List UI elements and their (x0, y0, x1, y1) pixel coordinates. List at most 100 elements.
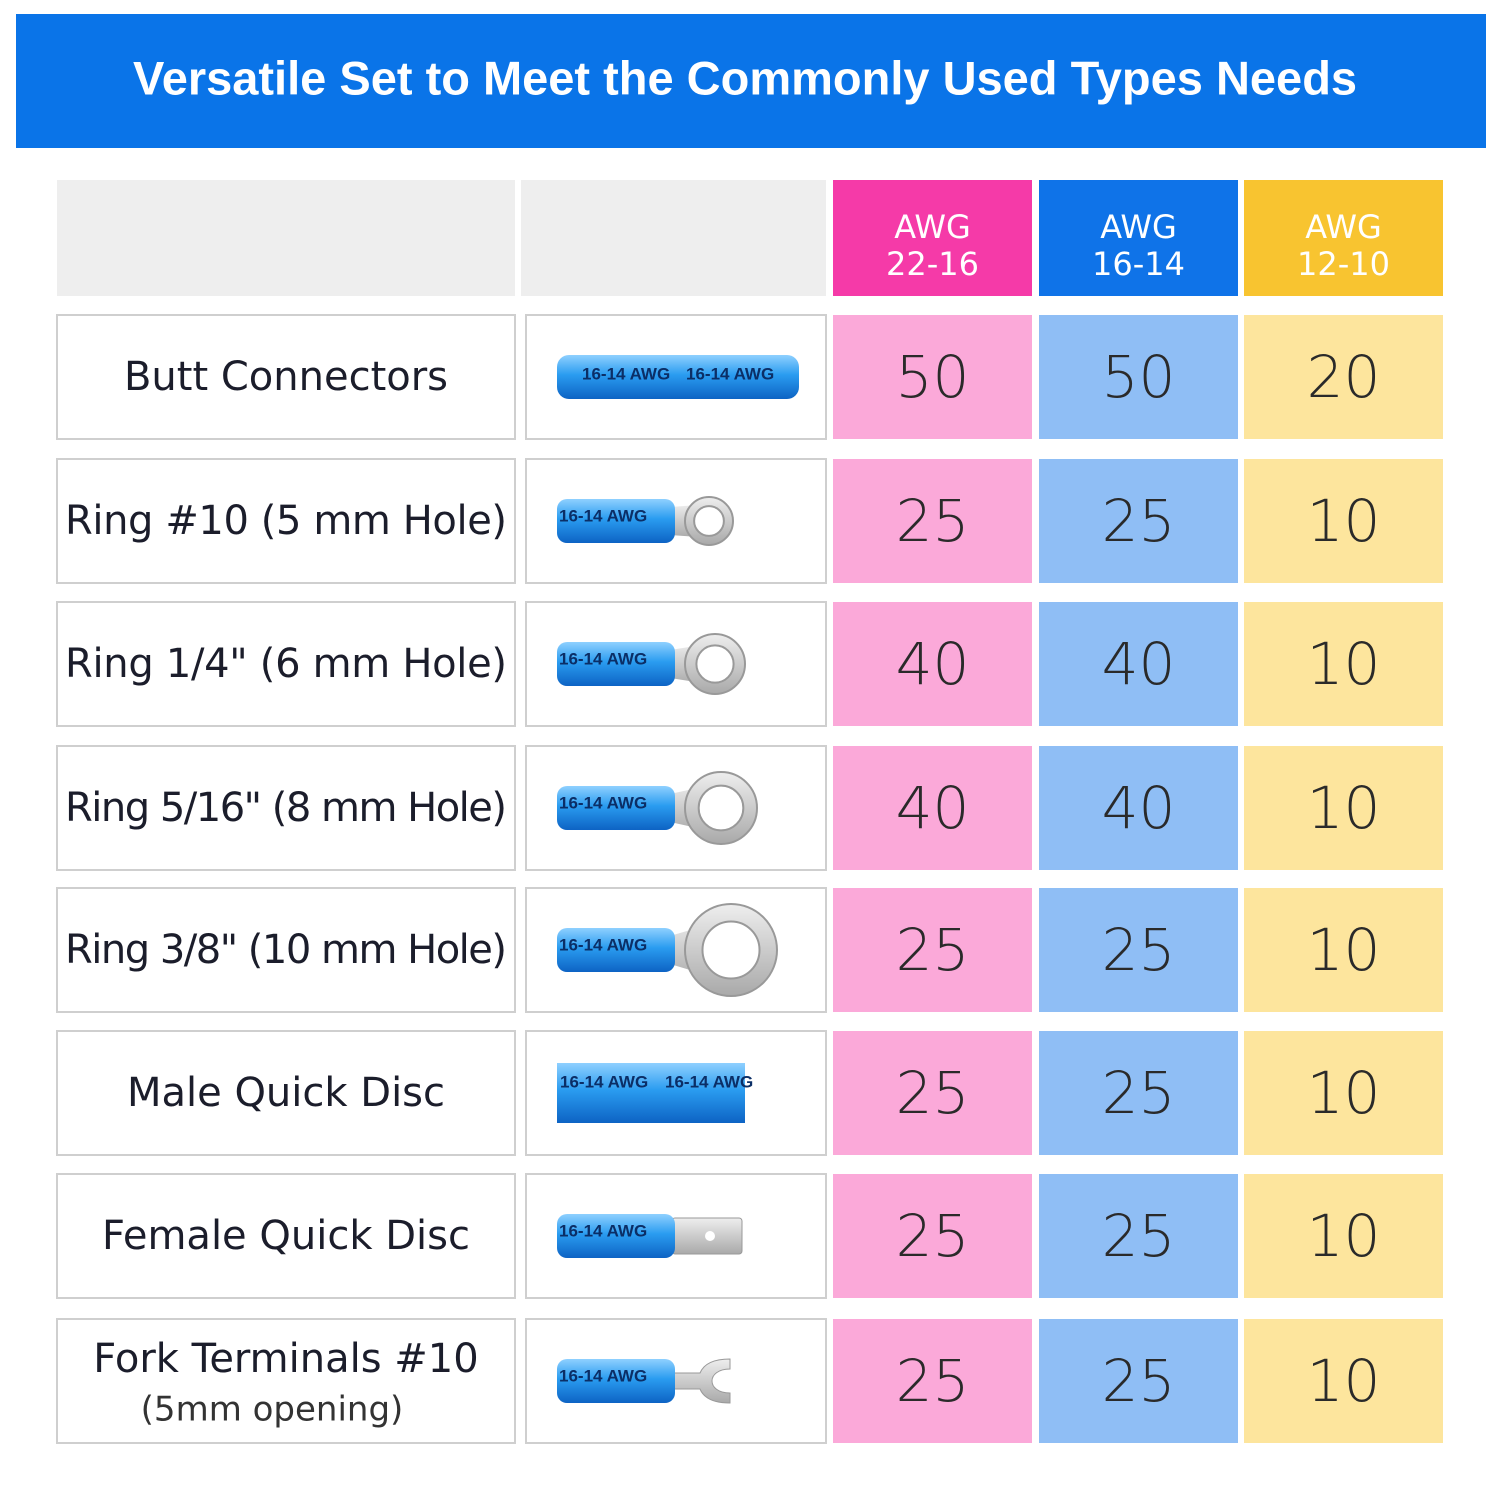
count-cell (833, 1031, 1032, 1155)
column-header-range: 22-16 (886, 245, 979, 283)
column-header (1039, 180, 1238, 296)
tube-print: 16-14 AWG (559, 506, 647, 525)
count-cell (1039, 602, 1238, 726)
tube (557, 642, 675, 686)
fork (671, 1358, 731, 1404)
count-cell (833, 746, 1032, 870)
row-label-cell (56, 1173, 516, 1299)
count-cell (833, 1319, 1032, 1443)
tube-print: 16-14 AWG (559, 935, 647, 954)
tube-print: 16-14 AWG (559, 793, 647, 812)
tube-print: 16-14 AWG (582, 364, 670, 383)
ring-hole (701, 920, 761, 980)
row-note: (5mm opening) (141, 1390, 404, 1430)
row-label: Male Quick Disc (127, 1070, 445, 1116)
tube (557, 1359, 675, 1403)
row-label-cell (56, 745, 516, 871)
column-header-label: AWG (1305, 208, 1382, 246)
tube-print: 16-14 AWG (559, 1221, 647, 1240)
count-cell (1244, 888, 1443, 1012)
tube (557, 786, 675, 830)
connector-image: 16-14 AWG (557, 633, 746, 695)
count: 10 (1307, 916, 1381, 984)
count: 10 (1307, 487, 1381, 555)
row-label: Female Quick Disc (102, 1213, 470, 1259)
header-blank (57, 180, 515, 296)
row-label: Ring 1/4" (6 mm Hole) (65, 641, 507, 687)
connector-image: 16-14 AWG (557, 496, 734, 546)
ring-hole (697, 784, 745, 832)
count: 50 (1102, 343, 1176, 411)
ring-hole (695, 644, 735, 684)
tube-print: 16-14 AWG (560, 1072, 648, 1091)
tube-print: 16-14 AWG (559, 1366, 647, 1385)
connector-image: 16-14 AWG (557, 771, 758, 845)
count: 10 (1307, 1347, 1381, 1415)
connector-image: 16-14 AWG (557, 1214, 743, 1258)
count: 10 (1307, 774, 1381, 842)
connector-image: 16-14 AWG (557, 903, 778, 997)
count-cell (1039, 888, 1238, 1012)
count: 40 (1102, 774, 1176, 842)
row-label-cell (56, 314, 516, 440)
tube (557, 928, 675, 972)
count-cell (1244, 459, 1443, 583)
row-label: Fork Terminals #10 (93, 1336, 478, 1382)
row-label: Ring 3/8" (10 mm Hole) (65, 927, 507, 973)
column-header-range: 16-14 (1092, 245, 1185, 283)
count-cell (1039, 746, 1238, 870)
row-label-cell (56, 458, 516, 584)
connector-image: 16-14 AWG 16-14 AWG (557, 1063, 753, 1123)
count-cell (833, 1174, 1032, 1298)
count-cell (1244, 746, 1443, 870)
count: 25 (896, 1347, 970, 1415)
count: 25 (1102, 1202, 1176, 1270)
count: 10 (1307, 1059, 1381, 1127)
count-cell (833, 888, 1032, 1012)
column-header-range: 12-10 (1297, 245, 1390, 283)
row-label-cell (56, 887, 516, 1013)
title: Versatile Set to Meet the Commonly Used … (133, 51, 1357, 104)
count: 25 (1102, 916, 1176, 984)
column-header (1244, 180, 1443, 296)
count-cell (1039, 315, 1238, 439)
count: 25 (896, 487, 970, 555)
count: 25 (896, 1202, 970, 1270)
count-cell (1039, 1031, 1238, 1155)
count-cell (1244, 1174, 1443, 1298)
count: 10 (1307, 1202, 1381, 1270)
count: 20 (1307, 343, 1381, 411)
column-header-label: AWG (1100, 208, 1177, 246)
tube-print: 16-14 AWG (559, 649, 647, 668)
count-cell (1244, 1319, 1443, 1443)
count-cell (1244, 315, 1443, 439)
tube-print: 16-14 AWG (686, 364, 774, 383)
count-cell (833, 459, 1032, 583)
count: 10 (1307, 630, 1381, 698)
count-cell (1244, 1031, 1443, 1155)
row-label: Ring 5/16" (8 mm Hole) (65, 785, 507, 831)
row-label: Butt Connectors (124, 354, 448, 400)
tube (557, 1063, 745, 1123)
count: 25 (1102, 487, 1176, 555)
tube-print: 16-14 AWG (665, 1072, 753, 1091)
connector-image: 16-14 AWG (557, 1358, 731, 1404)
count-cell (1244, 602, 1443, 726)
count-cell (1039, 1319, 1238, 1443)
count: 25 (1102, 1059, 1176, 1127)
tab-hole (705, 1231, 715, 1241)
ring-hole (693, 505, 725, 537)
count: 50 (896, 343, 970, 411)
tube (557, 1214, 675, 1258)
count-cell (1039, 459, 1238, 583)
count-cell (833, 602, 1032, 726)
column-header (833, 180, 1032, 296)
tube (557, 499, 675, 543)
row-label-cell (56, 601, 516, 727)
count: 40 (896, 774, 970, 842)
row-label-cell (56, 1030, 516, 1156)
row-label: Ring #10 (5 mm Hole) (65, 498, 507, 544)
count: 25 (1102, 1347, 1176, 1415)
count: 25 (896, 916, 970, 984)
